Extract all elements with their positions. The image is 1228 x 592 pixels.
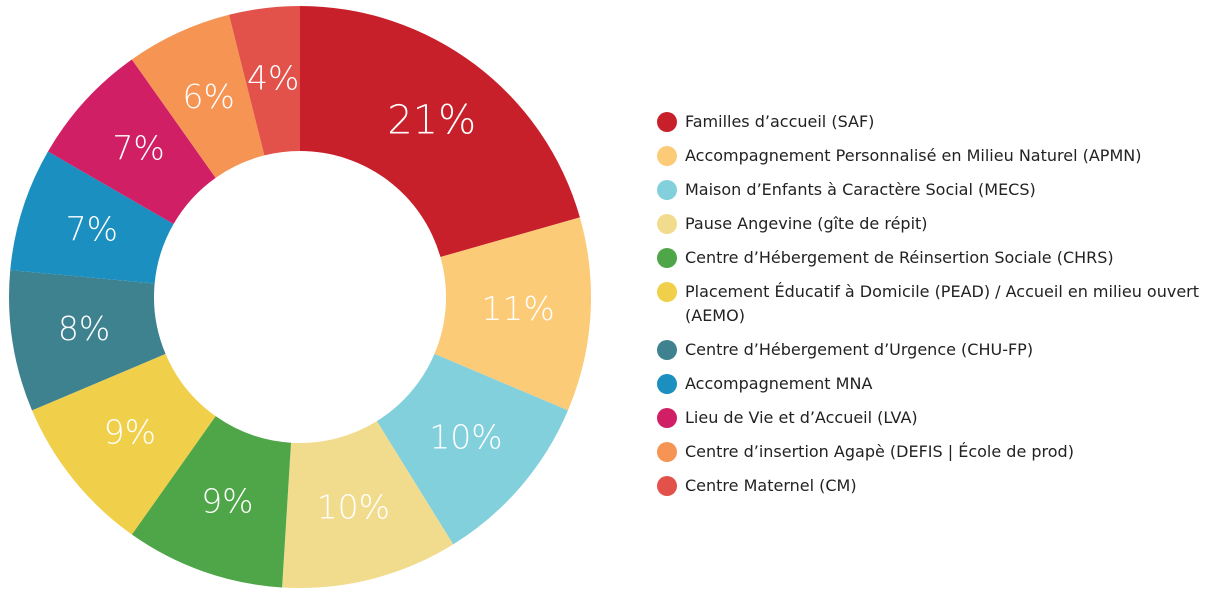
legend-label: Centre d’Hébergement de Réinsertion Soci… xyxy=(685,248,1114,267)
legend-label: Centre Maternel (CM) xyxy=(685,476,857,495)
legend-label: Placement Éducatif à Domicile (PEAD) / A… xyxy=(685,282,1200,325)
donut-segment xyxy=(376,353,568,545)
legend-swatch xyxy=(657,248,677,268)
donut-segment xyxy=(32,353,216,535)
legend-swatch xyxy=(657,408,677,428)
legend-label: Centre d’insertion Agapè (DEFIS | École … xyxy=(685,442,1074,461)
data-label: 8% xyxy=(58,309,110,348)
legend-item: Centre d’Hébergement de Réinsertion Soci… xyxy=(657,246,1225,270)
legend-item: Pause Angevine (gîte de répit) xyxy=(657,212,1225,236)
legend-item: Centre d’insertion Agapè (DEFIS | École … xyxy=(657,440,1225,464)
legend-swatch xyxy=(657,112,677,132)
legend-swatch xyxy=(657,340,677,360)
donut-segment xyxy=(131,14,265,178)
legend-item: Accompagnement MNA xyxy=(657,372,1225,396)
legend-item: Centre Maternel (CM) xyxy=(657,474,1225,498)
data-label: 4% xyxy=(247,59,299,98)
donut-segment xyxy=(229,6,300,156)
data-label: 6% xyxy=(182,77,234,116)
legend-label: Familles d’accueil (SAF) xyxy=(685,112,875,131)
legend-item: Centre d’Hébergement d’Urgence (CHU-FP) xyxy=(657,338,1225,362)
donut-segment xyxy=(47,59,216,225)
legend-swatch xyxy=(657,146,677,166)
legend-swatch xyxy=(657,476,677,496)
data-label: 9% xyxy=(201,482,253,521)
legend-item: Placement Éducatif à Domicile (PEAD) / A… xyxy=(657,280,1225,328)
data-label: 9% xyxy=(104,412,156,451)
legend-item: Maison d’Enfants à Caractère Social (MEC… xyxy=(657,178,1225,202)
donut-segment xyxy=(10,151,174,284)
legend-swatch xyxy=(657,442,677,462)
legend-item: Familles d’accueil (SAF) xyxy=(657,110,1225,134)
legend-label: Centre d’Hébergement d’Urgence (CHU-FP) xyxy=(685,340,1034,359)
legend-label: Accompagnement MNA xyxy=(685,374,873,393)
legend-item: Accompagnement Personnalisé en Milieu Na… xyxy=(657,144,1225,168)
legend-swatch xyxy=(657,214,677,234)
legend-swatch xyxy=(657,374,677,394)
legend-swatch xyxy=(657,282,677,302)
donut-segment xyxy=(434,217,591,411)
legend-label: Pause Angevine (gîte de répit) xyxy=(685,214,928,233)
legend-label: Maison d’Enfants à Caractère Social (MEC… xyxy=(685,180,1036,199)
chart: 21% 11% 10% 10% 9% 9% 8% 7% 7% 6% 4% xyxy=(8,6,591,588)
data-label: 7% xyxy=(66,209,118,248)
donut-segment xyxy=(8,270,166,411)
legend-swatch xyxy=(657,180,677,200)
legend: Familles d’accueil (SAF) Accompagnement P… xyxy=(657,110,1225,508)
legend-label: Accompagnement Personnalisé en Milieu Na… xyxy=(685,146,1142,165)
donut-segment xyxy=(131,416,292,588)
data-label: 21% xyxy=(387,98,476,144)
legend-label: Lieu de Vie et d’Accueil (LVA) xyxy=(685,408,918,427)
donut-segment xyxy=(300,6,580,258)
legend-item: Lieu de Vie et d’Accueil (LVA) xyxy=(657,406,1225,430)
data-label: 10% xyxy=(429,418,502,457)
data-label: 10% xyxy=(317,487,390,526)
data-label: 7% xyxy=(112,128,164,167)
donut-segment xyxy=(282,421,454,588)
data-label: 11% xyxy=(481,289,554,328)
